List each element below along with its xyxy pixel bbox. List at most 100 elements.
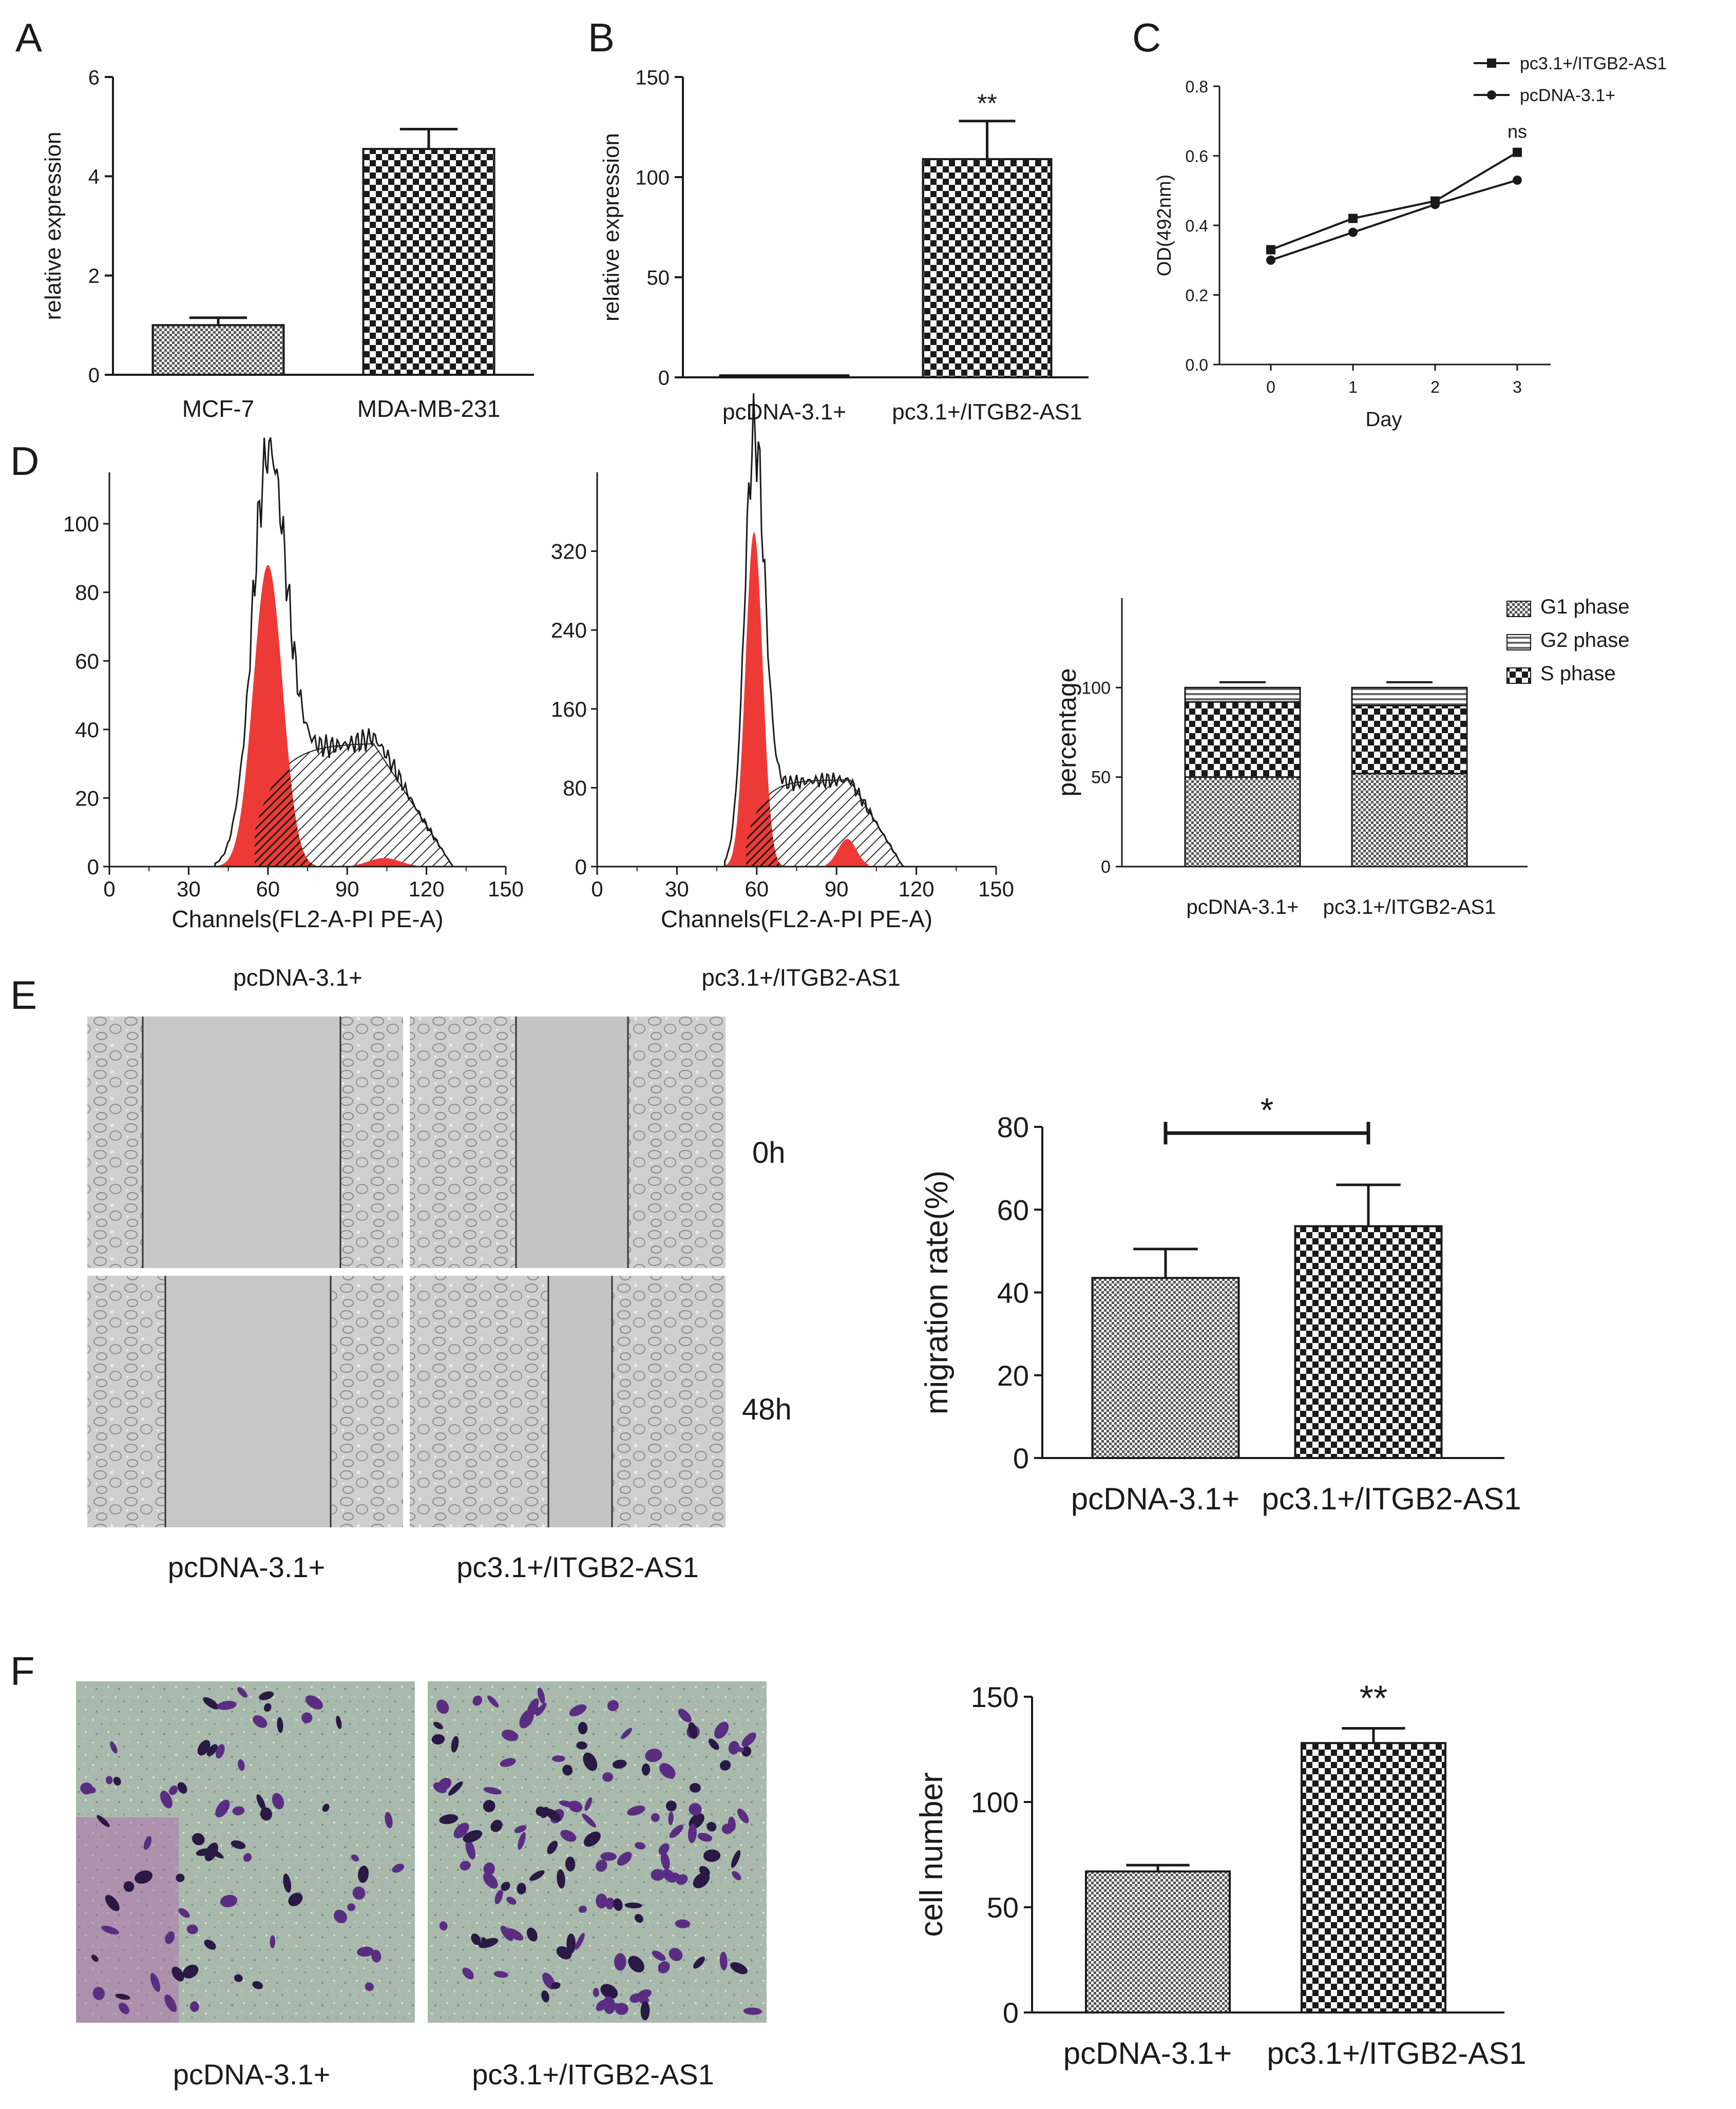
stained-cell	[651, 1869, 665, 1881]
stained-cell	[707, 1822, 717, 1832]
stained-cell	[517, 1883, 526, 1894]
chart-relative-expression-transfection: 0 50 100 150 relative expression pcDNA-3.1+ pc…	[599, 66, 1089, 425]
stained-cell	[566, 1933, 576, 1954]
x-category-label: pcDNA-3.1+	[1063, 2036, 1232, 2070]
x-category-label: pc3.1+/ITGB2-AS1	[892, 399, 1082, 425]
y-tick-label: 0	[1101, 857, 1111, 877]
stained-cell	[351, 1854, 359, 1862]
scratch-gap	[516, 1017, 628, 1268]
x-tick-label: 60	[256, 877, 280, 901]
stained-cell	[92, 1987, 105, 2000]
stained-cell	[720, 1760, 731, 1771]
x-tick-label: 0	[591, 877, 603, 901]
stained-cell	[612, 1759, 627, 1769]
stacked-segment	[1351, 686, 1468, 706]
stained-cell	[171, 1966, 184, 1982]
stained-cell	[352, 1886, 366, 1900]
y-tick-label: 6	[88, 66, 100, 89]
y-tick-label: 80	[75, 581, 99, 605]
y-tick-label: 50	[1091, 768, 1111, 788]
data-point	[1348, 214, 1358, 223]
stained-cell	[215, 1799, 230, 1818]
data-point	[1266, 245, 1275, 255]
stained-cell	[115, 1993, 130, 2000]
stained-cell	[448, 1781, 463, 1796]
x-category-label: pcDNA-3.1+	[1071, 1482, 1239, 1516]
y-tick-label: 80	[563, 776, 587, 800]
stained-cell	[392, 1864, 405, 1873]
stained-cell	[479, 1938, 499, 1948]
stained-cell	[501, 1882, 510, 1891]
x-category-label: MCF-7	[182, 395, 255, 422]
stained-cell	[697, 1833, 712, 1842]
stained-cell	[177, 1782, 187, 1794]
stained-cell	[645, 1749, 662, 1762]
g2-peak	[826, 839, 869, 867]
stained-cell	[551, 1755, 565, 1762]
stained-cell	[607, 1700, 619, 1712]
stained-cell	[500, 1925, 513, 1941]
data-point	[1430, 200, 1440, 209]
overlap-area	[255, 764, 316, 867]
stained-cell	[119, 2002, 129, 2015]
legend-marker	[1487, 59, 1496, 68]
stacked-segment	[1184, 701, 1301, 778]
stained-cell	[143, 1836, 152, 1850]
stained-cell	[627, 1806, 645, 1816]
significance-marker: ns	[1508, 121, 1527, 142]
y-axis-label: cell number	[914, 1772, 949, 1937]
g1-peak	[724, 531, 784, 867]
stained-cell	[578, 1905, 587, 1913]
stained-cell	[596, 1859, 607, 1872]
legend-marker	[1487, 90, 1496, 100]
panel-letter-c: C	[1132, 15, 1161, 60]
y-tick-label: 100	[63, 512, 99, 536]
histogram-envelope	[724, 393, 910, 868]
stained-cell	[613, 1898, 623, 1911]
stained-cell	[537, 1687, 545, 1704]
transwell-images	[76, 1681, 767, 2023]
chart-cell-number: 0 50 100 150 cell number pcDNA-3.1+ pc3.1+/ITG…	[914, 1678, 1527, 2071]
stained-cell	[635, 1842, 646, 1850]
stacked-segment	[1184, 686, 1301, 703]
stained-cell	[347, 1903, 356, 1911]
stained-cell	[178, 1908, 190, 1918]
y-tick-label: 40	[75, 718, 99, 742]
stained-cell	[91, 1954, 99, 1962]
chart-od-growth-curve: 0.0 0.2 0.4 0.6 0.8 0 1 2 3 Day OD(492nm) pc3.1+/IT…	[1154, 54, 1667, 431]
x-category-label: pc3.1+/ITGB2-AS1	[1262, 1482, 1521, 1516]
g2-peak	[352, 858, 416, 867]
stained-cell	[614, 1953, 626, 1971]
stained-cell	[150, 1972, 161, 1992]
stained-cell	[743, 2007, 762, 2015]
data-point	[1348, 227, 1358, 237]
stained-cell	[605, 1897, 615, 1910]
stained-cell	[460, 1861, 471, 1871]
stained-cell	[105, 1894, 120, 1911]
stained-cell	[621, 1728, 633, 1739]
stained-cell	[105, 1776, 113, 1785]
transwell-caption-itgb2as1: pc3.1+/ITGB2-AS1	[472, 2058, 714, 2091]
stained-cell	[243, 1853, 252, 1862]
stained-cell	[641, 1763, 651, 1776]
stained-cell	[708, 1738, 719, 1750]
stained-cell	[693, 1957, 705, 1969]
stained-cell	[493, 1971, 508, 1978]
legend-label: G2 phase	[1540, 629, 1629, 651]
stained-cell	[527, 1698, 539, 1716]
series-line	[1270, 179, 1518, 261]
x-tick-label: 120	[899, 877, 934, 901]
legend-swatch	[1506, 667, 1531, 684]
stained-cell	[165, 1931, 175, 1944]
histogram-envelope	[214, 437, 458, 868]
x-tick-label: 0	[103, 877, 115, 901]
x-tick-label: 2	[1430, 378, 1440, 396]
y-tick-label: 4	[88, 166, 100, 188]
stained-cell	[562, 1765, 573, 1776]
stained-cell	[560, 1830, 577, 1842]
stained-cell	[640, 2001, 650, 2021]
stained-cell	[238, 1759, 245, 1771]
stained-cell	[526, 1927, 538, 1942]
stained-cell	[678, 1709, 692, 1722]
